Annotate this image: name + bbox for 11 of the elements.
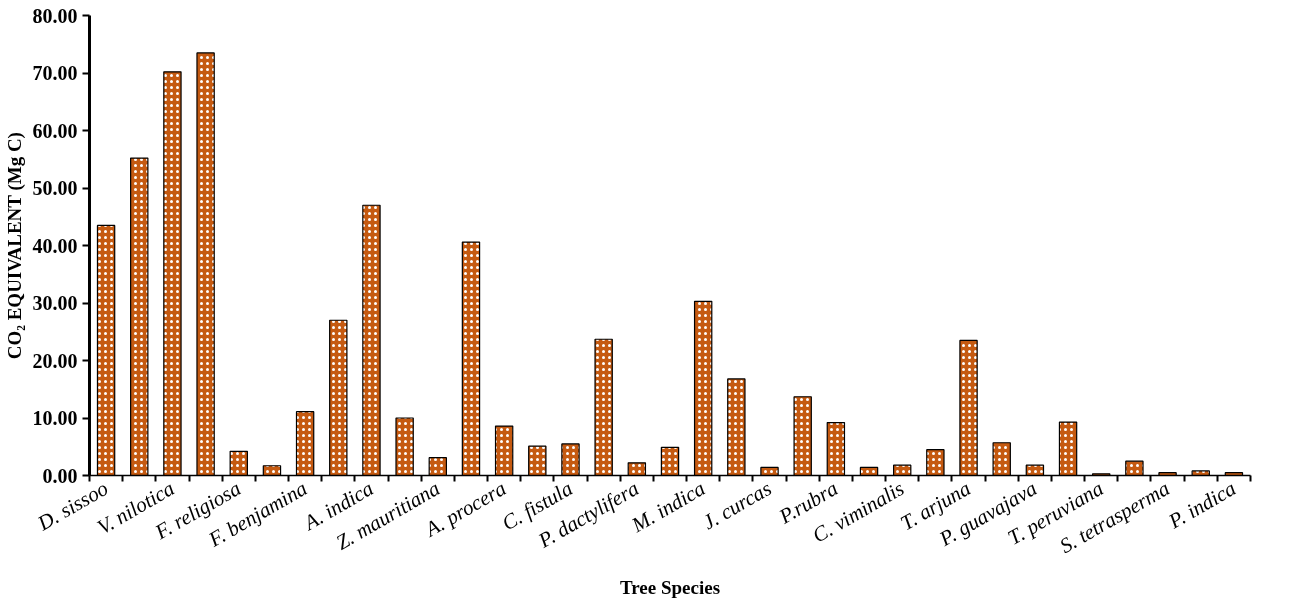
y-tick-label: 70.00 xyxy=(32,62,78,84)
y-axis-title: CO₂ EQUIVALENT (Mg C) xyxy=(3,132,26,360)
y-tick-label: 40.00 xyxy=(32,234,78,257)
y-tick-label: 10.00 xyxy=(32,407,78,429)
y-tick-label: 30.00 xyxy=(32,292,78,314)
y-tick-label: 80.00 xyxy=(32,4,78,27)
x-axis-title: Tree Species xyxy=(619,576,721,598)
y-tick-label: 20.00 xyxy=(32,349,78,372)
y-tick-label: 60.00 xyxy=(32,119,78,142)
y-tick-label: 0.00 xyxy=(42,464,78,487)
y-tick-label: 50.00 xyxy=(32,177,78,199)
